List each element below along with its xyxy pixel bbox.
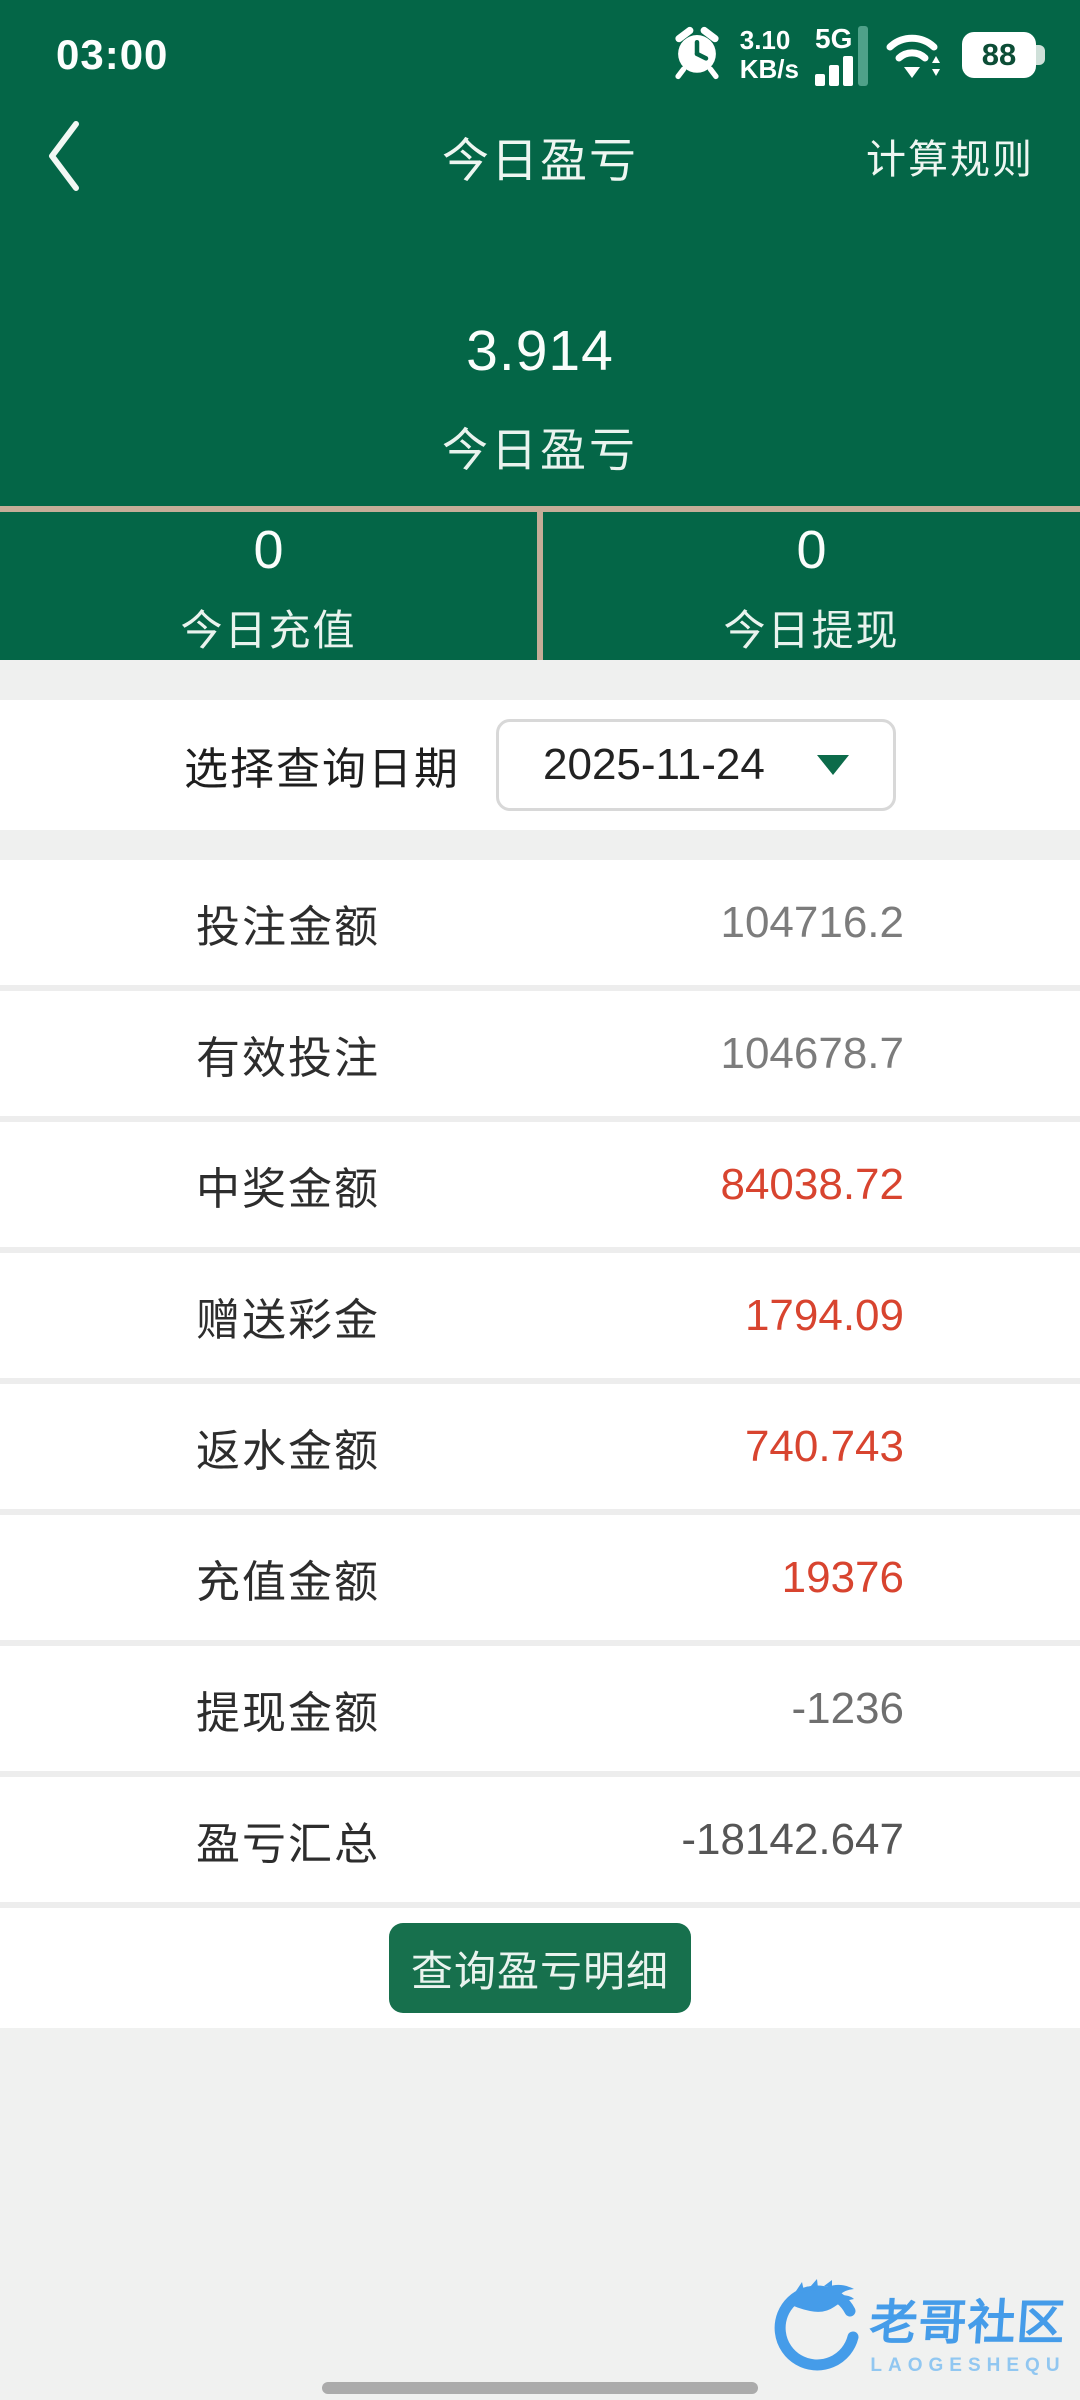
clock-time: 03:00 [56,31,169,78]
row-value: 19376 [781,1552,904,1602]
section-divider [0,660,1080,700]
row-label: 中奖金额 [196,1164,380,1214]
row-label: 有效投注 [196,1033,380,1083]
today-withdraw-stat: 0 今日提现 [543,512,1080,660]
profit-value: 3.914 [466,319,614,383]
page-title: 今日盈亏 [442,133,638,187]
row-value: 740.743 [744,1421,904,1471]
back-chevron-icon [49,121,79,191]
date-picker-select[interactable]: 2025-11-24 [496,719,896,811]
back-button[interactable] [44,116,84,196]
row-value: 104716.2 [720,897,904,947]
status-bar: 03:00 3.10 KB/s 5G [0,0,1080,92]
row-label: 投注金额 [196,902,380,952]
network-speed: 3.10 KB/s [740,26,799,84]
watermark-text: 老哥社区 LAOGESHEQU [867,2283,1068,2377]
today-deposit-label: 今日充值 [180,606,357,654]
section-divider [0,830,1080,860]
date-picker-value: 2025-11-24 [543,740,765,789]
table-row: 提现金额 -1236 [0,1646,1080,1777]
row-label: 返水金额 [196,1426,380,1476]
table-row: 投注金额 104716.2 [0,860,1080,991]
date-picker-label: 选择查询日期 [184,745,460,794]
row-value: -1236 [791,1683,904,1733]
table-row: 有效投注 104678.7 [0,991,1080,1122]
today-stats: 0 今日充值 0 今日提现 [0,506,1080,660]
profit-summary: 3.914 今日盈亏 [0,318,1080,480]
watermark: 老哥社区 LAOGESHEQU [766,2277,1068,2382]
signal-bars-icon: 5G [815,22,868,86]
watermark-subtitle: LAOGESHEQU [870,2354,1066,2376]
table-row: 充值金额 19376 [0,1515,1080,1646]
battery-icon: 88 [962,32,1045,78]
row-value: -18142.647 [681,1814,904,1864]
network-speed-value: 3.10 [739,25,791,55]
stats-table: 投注金额 104716.2 有效投注 104678.7 中奖金额 84038.72 赠送彩金… [0,860,1080,1908]
table-row: 中奖金额 84038.72 [0,1122,1080,1253]
today-withdraw-label: 今日提现 [723,606,900,654]
wifi-icon [884,25,946,86]
row-label: 盈亏汇总 [196,1819,380,1869]
row-value: 1794.09 [744,1290,904,1340]
today-deposit-stat: 0 今日充值 [0,512,543,660]
status-icons: 3.10 KB/s 5G 88 [670,22,1045,86]
table-row: 赠送彩金 1794.09 [0,1253,1080,1384]
row-value: 84038.72 [720,1159,904,1209]
row-label: 赠送彩金 [196,1295,380,1345]
home-indicator[interactable] [322,2382,758,2394]
query-detail-button[interactable]: 查询盈亏明细 [389,1923,691,2013]
watermark-title: 老哥社区 [867,2296,1068,2350]
table-row: 返水金额 740.743 [0,1384,1080,1515]
calc-rules-link[interactable]: 计算规则 [866,138,1034,182]
dragon-logo-icon [766,2277,866,2382]
alarm-icon [670,26,724,85]
table-row: 盈亏汇总 -18142.647 [0,1777,1080,1908]
dropdown-caret-icon [817,755,849,775]
battery-level: 88 [981,37,1017,72]
today-withdraw-value: 0 [796,519,827,580]
today-deposit-value: 0 [253,519,284,580]
network-type-label: 5G [815,22,853,54]
button-row: 查询盈亏明细 [0,1908,1080,2028]
nav-bar: 今日盈亏 计算规则 [0,92,1080,220]
header-block: 03:00 3.10 KB/s 5G [0,0,1080,660]
row-value: 104678.7 [720,1028,904,1078]
row-label: 充值金额 [196,1557,380,1607]
profit-label: 今日盈亏 [442,424,638,476]
footer-area: 老哥社区 LAOGESHEQU [0,2028,1080,2400]
network-speed-unit: KB/s [739,54,799,84]
row-label: 提现金额 [196,1688,380,1738]
date-picker-row: 选择查询日期 2025-11-24 [0,700,1080,830]
